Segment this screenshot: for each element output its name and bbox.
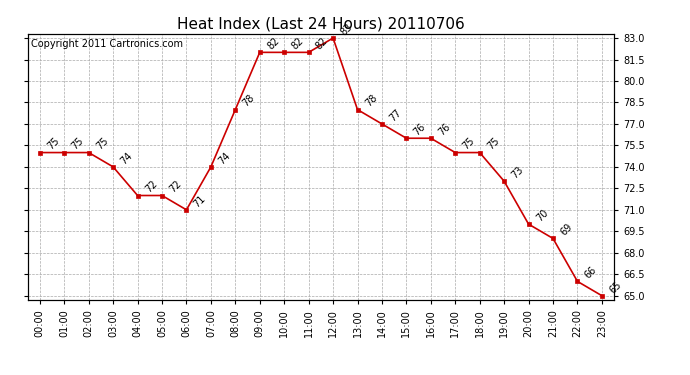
Text: 75: 75 xyxy=(461,136,477,152)
Text: 76: 76 xyxy=(412,122,428,138)
Text: 71: 71 xyxy=(192,193,208,209)
Text: 65: 65 xyxy=(607,279,623,295)
Text: 75: 75 xyxy=(70,136,86,152)
Text: 83: 83 xyxy=(339,21,355,37)
Text: 73: 73 xyxy=(510,165,526,180)
Text: 82: 82 xyxy=(290,36,306,52)
Text: 74: 74 xyxy=(119,150,135,166)
Text: 78: 78 xyxy=(241,93,257,109)
Text: 75: 75 xyxy=(485,136,501,152)
Title: Heat Index (Last 24 Hours) 20110706: Heat Index (Last 24 Hours) 20110706 xyxy=(177,16,465,31)
Text: 72: 72 xyxy=(143,179,159,195)
Text: 75: 75 xyxy=(95,136,110,152)
Text: 82: 82 xyxy=(266,36,281,52)
Text: 77: 77 xyxy=(388,107,404,123)
Text: 78: 78 xyxy=(363,93,379,109)
Text: 70: 70 xyxy=(534,207,550,224)
Text: 69: 69 xyxy=(559,222,574,238)
Text: 72: 72 xyxy=(168,179,184,195)
Text: 66: 66 xyxy=(583,265,599,280)
Text: 75: 75 xyxy=(46,136,61,152)
Text: Copyright 2011 Cartronics.com: Copyright 2011 Cartronics.com xyxy=(30,39,183,49)
Text: 82: 82 xyxy=(314,36,330,52)
Text: 74: 74 xyxy=(217,150,233,166)
Text: 76: 76 xyxy=(436,122,452,138)
